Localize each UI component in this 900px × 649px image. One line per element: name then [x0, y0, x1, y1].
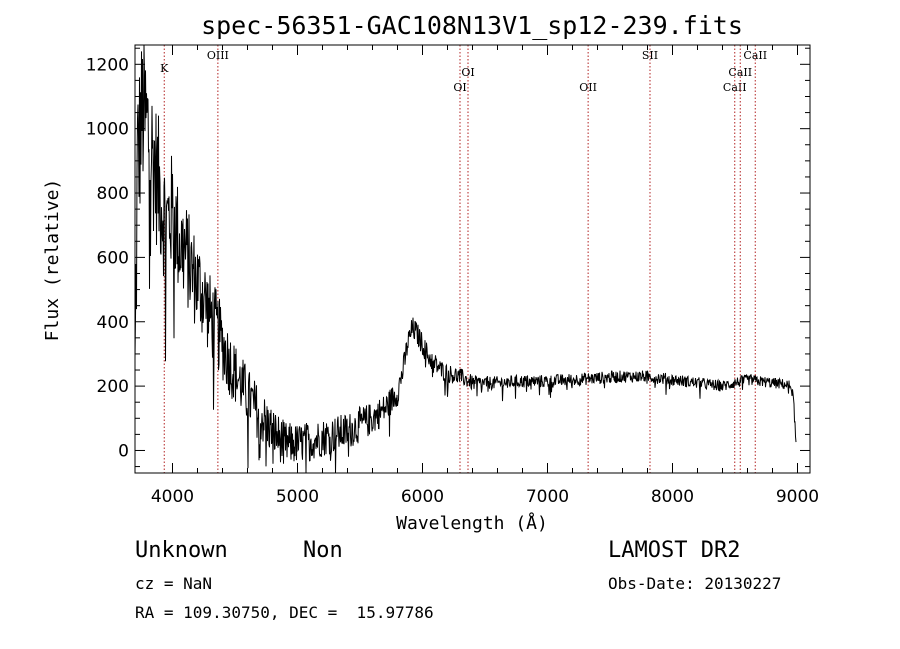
ra-dec-coordinates: RA = 109.30750, DEC = 15.97786 — [135, 603, 434, 622]
y-tick-label: 200 — [97, 377, 129, 397]
x-tick-label: 4000 — [151, 487, 194, 507]
spectrum-line — [134, 44, 797, 474]
spectral-line-label: OI — [461, 66, 474, 79]
x-tick-label: 5000 — [276, 487, 319, 507]
line-marker-layer: K OIII OI OI OII SII CaII CaII CaII — [160, 45, 767, 473]
chart-title: spec-56351-GAC108N13V1_sp12-239.fits — [201, 11, 743, 40]
spectral-line-label: K — [160, 62, 169, 75]
y-axis-label: Flux (relative) — [42, 179, 63, 342]
spectral-line-label: CaII — [743, 49, 767, 62]
spectral-line-label: SII — [642, 49, 658, 62]
spectral-line-label: OIII — [207, 49, 229, 62]
spectral-line-label: OI — [453, 81, 466, 94]
redshift-cz: cz = NaN — [135, 574, 213, 593]
tick-layer: 4000 5000 6000 7000 8000 9000 0 200 400 600 800 100… — [86, 45, 819, 507]
object-class: Unknown — [135, 538, 228, 563]
y-tick-label: 1200 — [86, 55, 129, 75]
y-tick-label: 400 — [97, 313, 129, 333]
spectrum-layer — [134, 44, 797, 474]
x-axis-label: Wavelength (Å) — [396, 512, 548, 534]
x-tick-label: 9000 — [776, 487, 819, 507]
x-tick-label: 8000 — [651, 487, 694, 507]
object-subclass: Non — [303, 538, 343, 563]
survey-name: LAMOST DR2 — [608, 538, 741, 563]
spectral-line-label: CaII — [723, 81, 747, 94]
x-tick-label: 6000 — [401, 487, 444, 507]
observation-date: Obs-Date: 20130227 — [608, 574, 782, 593]
plot-frame — [134, 44, 811, 474]
y-tick-label: 0 — [118, 441, 129, 461]
y-tick-label: 600 — [97, 248, 129, 268]
spectral-line-label: OII — [579, 81, 597, 94]
y-tick-label: 800 — [97, 184, 129, 204]
y-tick-label: 1000 — [86, 120, 129, 140]
x-tick-label: 7000 — [526, 487, 569, 507]
spectral-line-label: CaII — [728, 66, 752, 79]
